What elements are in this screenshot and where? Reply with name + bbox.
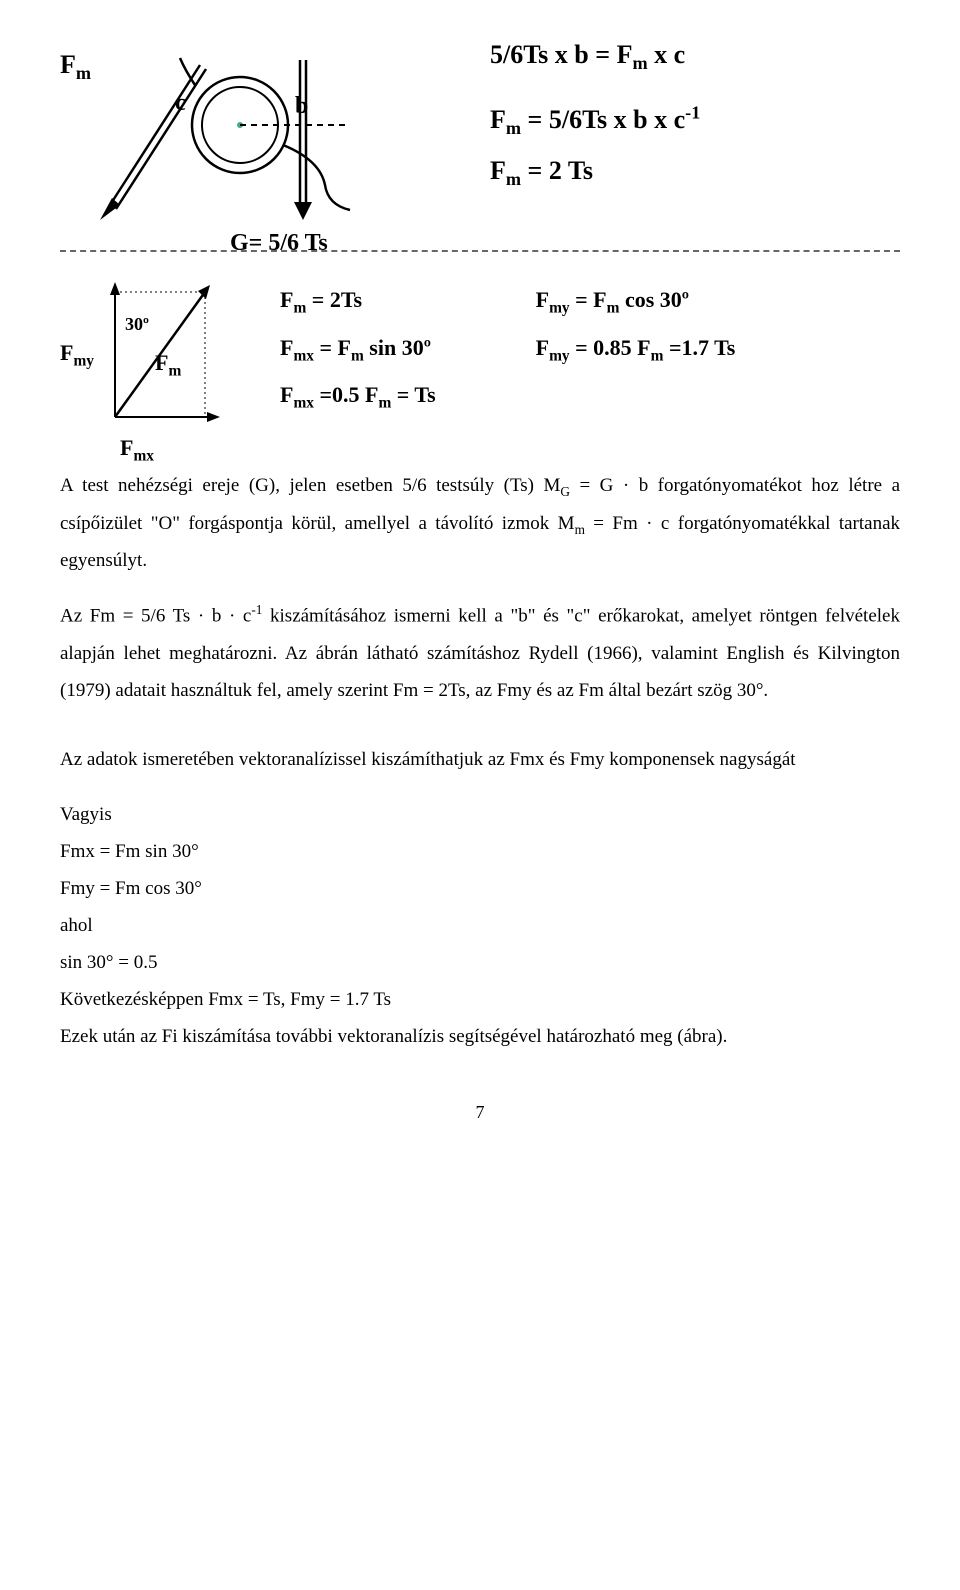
- line-ahol: ahol: [60, 907, 900, 944]
- line-vagyis: Vagyis: [60, 796, 900, 833]
- vec-fmx-label: Fmx: [120, 427, 154, 471]
- eq-line-2: Fm = 5/6Ts x b x c-1: [490, 95, 700, 146]
- vec-fm-label: Fm: [155, 342, 181, 386]
- hip-diagram: c b: [90, 30, 390, 245]
- page-number: 7: [60, 1095, 900, 1130]
- g-weight-label: G= 5/6 Ts: [230, 220, 328, 267]
- eq-line-1: 5/6Ts x b = Fm x c: [490, 30, 700, 81]
- vec-fmy-label: Fmy: [60, 332, 94, 376]
- right-eq-2: Fmy = 0.85 Fm =1.7 Ts: [536, 325, 736, 373]
- left-eq-1: Fm = 2Ts: [280, 277, 436, 325]
- component-eqs-right: Fmy = Fm cos 30º Fmy = 0.85 Fm =1.7 Ts: [536, 277, 736, 372]
- paragraph-1: A test nehézségi ereje (G), jelen esetbe…: [60, 467, 900, 579]
- paragraph-3: Az adatok ismeretében vektoranalízissel …: [60, 741, 900, 778]
- fm-top-label: Fm: [60, 40, 91, 92]
- calc-lines: Vagyis Fmx = Fm sin 30° Fmy = Fm cos 30°…: [60, 796, 900, 1018]
- svg-text:c: c: [175, 90, 186, 116]
- body-text: A test nehézségi ereje (G), jelen esetbe…: [60, 467, 900, 1055]
- vector-triangle-diagram: Fmy 30º Fm Fmx: [60, 277, 240, 437]
- fm-sub: m: [76, 63, 91, 83]
- right-eq-1: Fmy = Fm cos 30º: [536, 277, 736, 325]
- paragraph-ezek: Ezek után az Fi kiszámítása további vekt…: [60, 1018, 900, 1055]
- eq-line-3: Fm = 2 Ts: [490, 146, 700, 197]
- line-kovetkezes: Következésképpen Fmx = Ts, Fmy = 1.7 Ts: [60, 981, 900, 1018]
- vector-row: Fmy 30º Fm Fmx Fm = 2Ts Fmx = Fm sin 30º…: [60, 277, 900, 437]
- svg-text:b: b: [295, 93, 308, 119]
- component-eqs-left: Fm = 2Ts Fmx = Fm sin 30º Fmx =0.5 Fm = …: [280, 277, 436, 420]
- top-figure-panel: Fm c b G= 5/6 Ts 5/6Ts x b = Fm x c Fm =…: [60, 30, 900, 252]
- line-fmx: Fmx = Fm sin 30°: [60, 833, 900, 870]
- vec-angle-label: 30º: [125, 307, 149, 342]
- fm-letter: F: [60, 50, 76, 79]
- line-sin30: sin 30° = 0.5: [60, 944, 900, 981]
- torque-equations: 5/6Ts x b = Fm x c Fm = 5/6Ts x b x c-1 …: [490, 30, 700, 196]
- paragraph-2: Az Fm = 5/6 Ts · b · c-1 kiszámításához …: [60, 597, 900, 708]
- left-eq-2: Fmx = Fm sin 30º: [280, 325, 436, 373]
- line-fmy: Fmy = Fm cos 30°: [60, 870, 900, 907]
- left-eq-3: Fmx =0.5 Fm = Ts: [280, 372, 436, 420]
